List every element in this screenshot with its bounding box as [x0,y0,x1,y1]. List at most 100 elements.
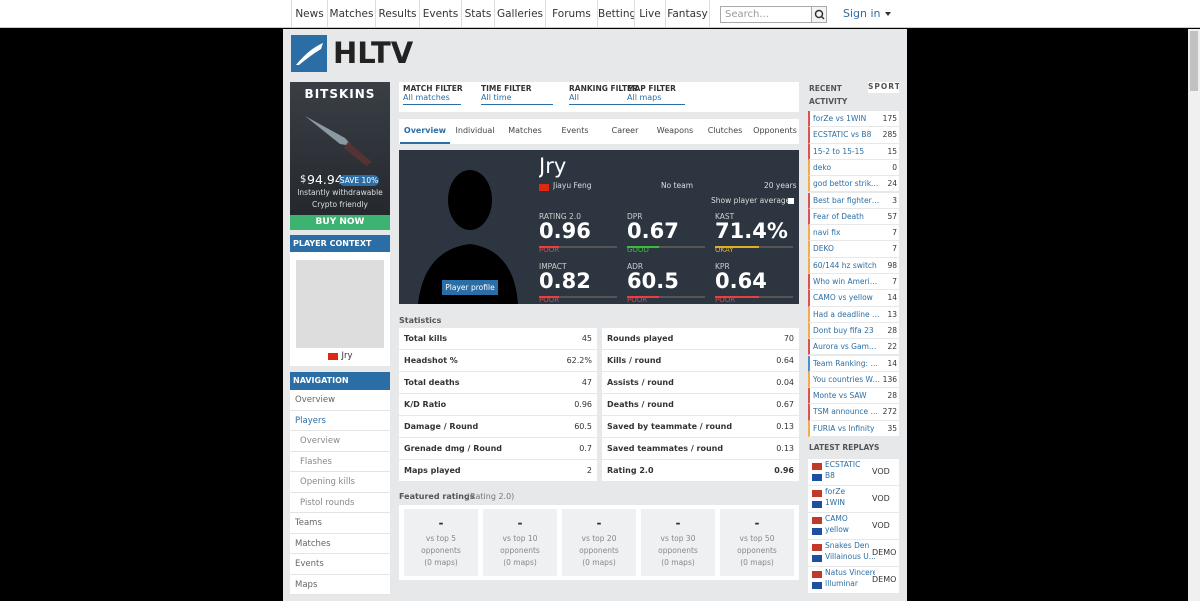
logo-text[interactable]: HLTV [333,36,413,70]
side-nav-item[interactable]: Teams [290,513,390,534]
flag [812,544,822,551]
activity-item[interactable] [808,257,899,274]
filter-value[interactable]: All maps [627,93,685,105]
activity-text[interactable]: FURIA vs Infinity [813,423,875,433]
activity-text[interactable]: god bettor strikes ... [813,179,881,189]
side-nav-item[interactable]: Maps [290,574,390,595]
filter-value[interactable]: All time [481,93,553,105]
activity-count: 22 [887,342,897,352]
tab[interactable]: Overview [400,119,450,144]
stat-name: Grenade dmg / Round [404,444,503,453]
side-nav-item[interactable]: Flashes [290,451,390,472]
activity-item[interactable] [808,355,899,372]
nav-link[interactable]: Matches [327,0,375,27]
activity-text[interactable]: Had a deadline tod... [813,309,881,319]
nav-link[interactable]: Live [634,0,665,27]
activity-item[interactable] [808,388,899,405]
activity-item[interactable] [808,241,899,258]
activity-text[interactable]: CAMO vs yellow [813,293,873,303]
menu-arrow[interactable] [885,12,891,16]
activity-text[interactable]: Who win Americas R... [813,277,881,286]
nav-link[interactable]: News [291,0,327,27]
activity-item[interactable] [808,225,899,242]
side-nav-item[interactable]: Matches [290,533,390,554]
activity-item[interactable] [808,306,899,323]
featured-maps: (0 maps) [503,558,537,567]
activity-text[interactable]: 60/144 hz switch [813,260,877,270]
stat-bar [627,246,705,248]
activity-text[interactable]: Fear of Death [813,211,864,221]
checkbox[interactable] [788,198,794,204]
activity-item[interactable] [808,208,899,226]
replay-item[interactable] [808,540,899,566]
stat-bar-fill [539,296,559,298]
nav-link[interactable]: Fantasy [665,0,710,27]
activity-text[interactable]: Monte vs SAW [813,391,867,401]
replay-item[interactable] [808,486,899,512]
activity-item[interactable] [808,111,899,128]
activity-text[interactable]: You countries Wars [813,374,881,384]
stat-row [602,394,799,416]
activity-item[interactable] [808,274,899,291]
tab[interactable]: Events [561,126,589,135]
side-nav-item[interactable]: Overview [290,390,390,411]
profile-button[interactable]: Player profile [442,280,498,295]
ad-button[interactable]: BUY NOW [290,215,390,230]
activity-text[interactable]: ECSTATIC vs B8 [813,130,872,140]
tab[interactable]: Matches [508,126,542,135]
replay-item[interactable] [808,513,899,539]
filter-value[interactable]: All matches [403,93,461,105]
search-button[interactable] [811,6,827,23]
activity-text[interactable]: 15-2 to 15-15 [813,146,865,156]
nav-link[interactable]: Forums [545,0,597,27]
side-nav-item[interactable]: Overview [290,431,390,452]
stat-row [399,350,597,372]
tab[interactable]: Career [611,126,639,135]
activity-text[interactable]: Dont buy fifa 23 [813,325,874,335]
activity-text[interactable]: forZe vs 1WIN [813,114,867,123]
logo-icon[interactable] [291,35,327,72]
activity-item[interactable] [808,192,899,209]
activity-item[interactable] [808,127,899,144]
activity-item[interactable] [808,290,899,307]
activity-item[interactable] [808,322,899,340]
side-nav-item[interactable]: Opening kills [290,472,390,493]
side-nav-item[interactable]: Pistol rounds [290,492,390,513]
activity-item[interactable] [808,404,899,421]
activity-item[interactable] [808,143,899,160]
nav-link[interactable]: Stats [461,0,494,27]
nav-link[interactable]: Betting [597,0,634,27]
activity-item[interactable] [808,371,899,389]
sport-tab[interactable]: SPORT [868,82,899,93]
search-box[interactable]: Search... [720,6,812,23]
sign-in[interactable]: Sign in [843,7,881,20]
nav-link[interactable]: Events [419,0,461,27]
activity-text[interactable]: TSM announce 20... [813,407,881,417]
activity-text[interactable]: navi fix [813,228,841,238]
tab[interactable]: Opponents [753,126,797,135]
activity-text[interactable]: Team Ranking: Sep... [813,358,881,368]
tab[interactable]: Clutches [707,126,743,135]
nav-link[interactable]: Galleries [494,0,545,27]
flag [539,184,549,191]
activity-text[interactable]: Aurora vs GamerLe... [813,342,881,352]
activity-item[interactable] [808,420,899,437]
nickname: Jry [539,154,567,178]
replay-item[interactable] [808,459,899,485]
activity-count: 15 [887,146,897,156]
nav-link[interactable]: Results [375,0,419,27]
replay-item[interactable] [808,567,899,593]
tab[interactable]: Weapons [656,126,694,135]
side-nav-item[interactable]: Players [290,410,390,431]
side-nav-item[interactable]: Events [290,554,390,575]
activity-item[interactable] [808,176,899,193]
activity-text[interactable]: deko [813,162,832,172]
activity-text[interactable]: DEKO [813,244,834,254]
activity-item[interactable] [808,159,899,177]
activity-text[interactable]: Best bar fighter cou... [813,195,881,205]
tab[interactable]: Individual [455,126,495,135]
activity-item[interactable] [808,339,899,356]
search-icon [814,9,825,20]
filter-value[interactable]: All [569,93,627,105]
stat-label: KAST [715,212,735,221]
